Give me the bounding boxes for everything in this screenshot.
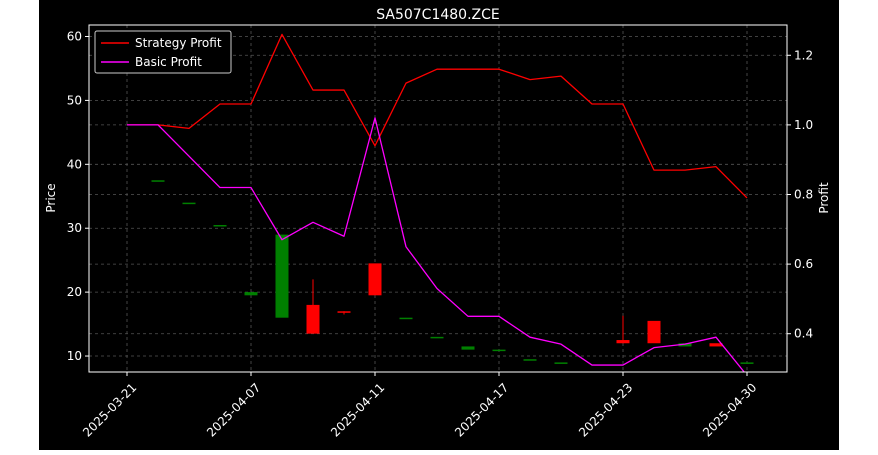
plot-frame [88, 24, 788, 373]
x-tick-label: 2025-03-21 [80, 380, 139, 439]
grid-layer [89, 25, 787, 372]
chart-container: 10 20 30 40 50 60 0.4 0.6 0.8 1.0 1.2 2025-03-21 202… [39, 0, 839, 450]
candle-body [399, 317, 413, 320]
y-left-tick-label: 30 [67, 221, 82, 235]
candle-body [492, 349, 506, 352]
candle-body [616, 340, 630, 344]
candle-body [740, 362, 754, 364]
candle-body [244, 292, 258, 296]
x-tick-label: 2025-04-11 [328, 380, 387, 439]
y-right-tick-label: 0.6 [794, 257, 813, 271]
y-left-tick-label: 40 [67, 157, 82, 171]
candle-body [151, 180, 165, 182]
strategy-profit-line [127, 33, 748, 199]
y-left-tick-label: 60 [67, 30, 82, 44]
legend-label-basic: Basic Profit [135, 55, 202, 69]
y-axis-right-label: Profit [817, 182, 831, 214]
candle-body [430, 336, 444, 339]
y-left-tick-label: 20 [67, 285, 82, 299]
legend: Strategy Profit Basic Profit [94, 30, 232, 74]
candle-body [709, 343, 723, 347]
y-left-tick-label: 10 [67, 349, 82, 363]
y-right-tick-label: 1.2 [794, 48, 813, 62]
line-layer [127, 33, 748, 372]
candle-body [554, 362, 568, 364]
basic-profit-line [127, 117, 746, 372]
candle-body [275, 234, 289, 318]
x-tick-label: 2025-04-07 [204, 380, 263, 439]
candle-body [461, 346, 475, 350]
y-left-tick-label: 50 [67, 93, 82, 107]
candle-layer [151, 180, 754, 364]
y-right-tick-label: 1.0 [794, 118, 813, 132]
candle-body [647, 320, 661, 344]
x-tick-label: 2025-04-17 [452, 380, 511, 439]
candle-body [368, 263, 382, 296]
legend-label-strategy: Strategy Profit [135, 36, 222, 50]
y-axis-left-label: Price [44, 183, 58, 212]
x-tick-label: 2025-04-23 [576, 380, 635, 439]
x-tick-label: 2025-04-30 [700, 380, 759, 439]
candle-body [523, 359, 537, 361]
candle-body [213, 225, 227, 227]
candle-body [337, 311, 351, 313]
chart-title: SA507C1480.ZCE [376, 7, 500, 23]
y-right-tick-label: 0.8 [794, 187, 813, 201]
candle-body [678, 343, 692, 347]
y-right-tick-label: 0.4 [794, 327, 813, 341]
axis-layer: 10 20 30 40 50 60 0.4 0.6 0.8 1.0 1.2 2025-03-21 202… [67, 30, 813, 440]
candle-body [306, 304, 320, 334]
candlestick-profit-chart: 10 20 30 40 50 60 0.4 0.6 0.8 1.0 1.2 2025-03-21 202… [44, 7, 831, 440]
candle-body [182, 202, 196, 205]
